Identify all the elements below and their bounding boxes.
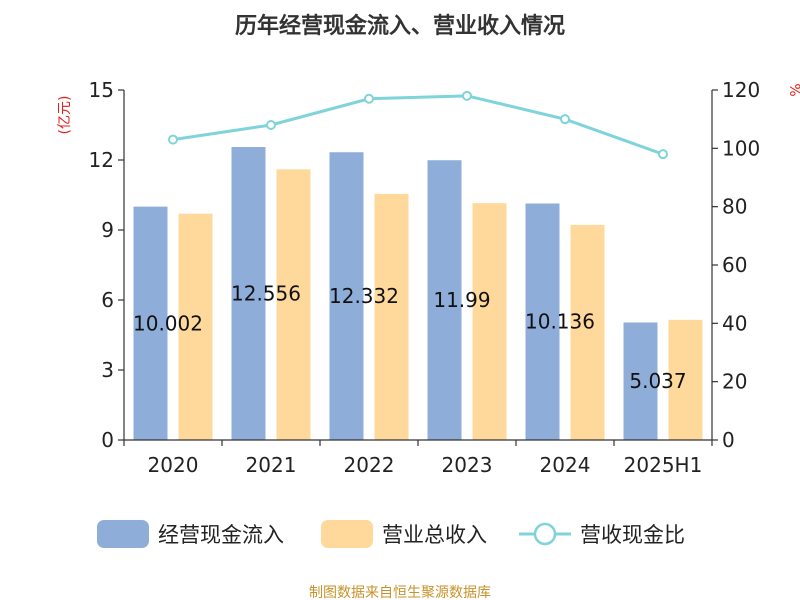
right-tick-label: 60	[722, 253, 747, 277]
legend-swatch-cash-inflow	[97, 520, 149, 548]
bar-revenue	[570, 224, 605, 440]
legend-swatch-revenue	[321, 520, 373, 548]
right-tick-label: 20	[722, 370, 747, 394]
left-axis: 0 3 6 9 12 15	[89, 78, 125, 452]
x-tick-label: 2020	[148, 453, 199, 477]
left-tick-label: 15	[89, 78, 114, 102]
x-tick-label: 2021	[246, 453, 297, 477]
left-tick-label: 3	[101, 358, 114, 382]
left-tick-label: 0	[101, 428, 114, 452]
bars	[133, 147, 703, 441]
bar-cash-inflow	[623, 322, 658, 440]
right-tick-label: 120	[722, 78, 760, 102]
right-tick-label: 0	[722, 428, 735, 452]
x-tick-label: 2025H1	[624, 453, 703, 477]
chart-title: 历年经营现金流入、营业收入情况	[235, 13, 565, 39]
ratio-point	[266, 120, 276, 130]
bar-revenue	[178, 213, 213, 440]
bar-cash-inflow	[231, 147, 266, 440]
bar-value-label: 10.002	[133, 311, 203, 335]
ratio-line	[168, 90, 668, 160]
left-tick-label: 6	[101, 288, 114, 312]
ratio-line-path	[172, 94, 664, 156]
bar-revenue	[472, 203, 507, 440]
bar-cash-inflow	[329, 152, 364, 440]
right-axis: 0 20 40 60 80 100 120	[711, 78, 760, 452]
bar-cash-inflow	[133, 206, 168, 440]
source-note: 制图数据来自恒生聚源数据库	[309, 585, 491, 600]
legend-label-cash-inflow: 经营现金流入	[158, 523, 284, 547]
x-axis: 2020 2021 2022 2023 2024 2025H1	[123, 439, 713, 477]
legend-label-revenue: 营业总收入	[382, 523, 487, 547]
data-labels: 10.002 12.556 12.332 11.99 10.136 5.037	[133, 282, 687, 394]
right-tick-label: 80	[722, 195, 747, 219]
bar-cash-inflow	[427, 160, 462, 440]
bar-cash-inflow	[525, 203, 560, 440]
bar-revenue	[374, 193, 409, 440]
bar-value-label: 12.556	[231, 282, 301, 306]
bar-value-label: 11.99	[433, 288, 490, 312]
left-tick-label: 9	[101, 218, 114, 242]
right-tick-label: 40	[722, 311, 747, 335]
bar-value-label: 5.037	[629, 369, 686, 393]
ratio-point	[364, 93, 374, 104]
ratio-point	[560, 114, 570, 125]
left-axis-unit: (亿元)	[57, 96, 73, 135]
bar-revenue	[668, 319, 703, 440]
bar-value-label: 10.136	[525, 310, 595, 334]
right-tick-label: 100	[722, 136, 760, 160]
ratio-point	[168, 134, 178, 145]
legend: 经营现金流入 营业总收入 营收现金比	[97, 520, 685, 548]
right-axis-unit: %	[786, 83, 800, 96]
bar-revenue	[276, 169, 311, 441]
x-tick-label: 2023	[442, 453, 493, 477]
bar-value-label: 12.332	[329, 284, 399, 308]
x-tick-label: 2024	[540, 453, 591, 477]
ratio-point	[462, 90, 472, 101]
x-tick-label: 2022	[344, 453, 395, 477]
legend-label-ratio: 营收现金比	[580, 523, 685, 547]
left-tick-label: 12	[89, 148, 114, 172]
ratio-point	[658, 149, 668, 160]
legend-swatch-ratio-marker	[533, 522, 557, 546]
